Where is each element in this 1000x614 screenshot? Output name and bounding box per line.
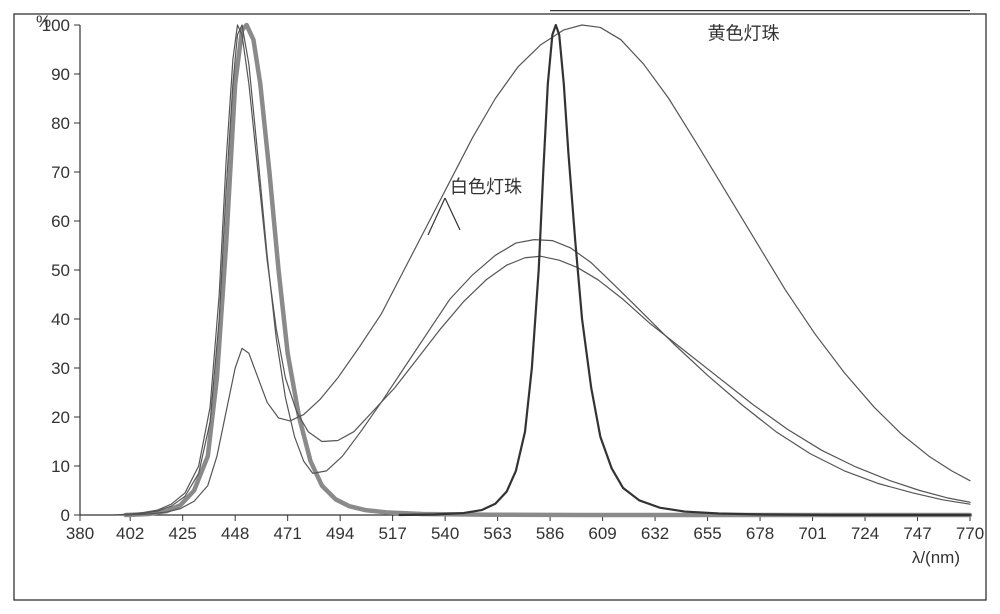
white-led-1-curve [114,25,970,515]
y-tick-label: 10 [51,457,70,476]
white-legend-label: 白色灯珠 [450,177,522,197]
x-tick-label: 655 [693,524,721,543]
yellow-led-curve [399,25,970,515]
spectrum-chart: 0102030405060708090100380402425448471494… [10,10,990,604]
x-tick-label: 540 [431,524,459,543]
white-legend-pointer-0 [428,198,445,235]
y-tick-label: 80 [51,114,70,133]
x-tick-label: 586 [536,524,564,543]
x-tick-label: 770 [956,524,984,543]
y-tick-label: 60 [51,212,70,231]
x-tick-label: 494 [326,524,354,543]
x-tick-label: 609 [588,524,616,543]
x-tick-label: 747 [903,524,931,543]
white-led-2-curve [114,25,970,515]
y-tick-label: 70 [51,163,70,182]
y-tick-label: 90 [51,65,70,84]
x-tick-label: 471 [273,524,301,543]
y-axis-label: % [36,12,51,31]
yellow-legend-label: 黄色灯珠 [708,24,780,44]
y-tick-label: 40 [51,310,70,329]
x-tick-label: 402 [116,524,144,543]
x-tick-label: 563 [483,524,511,543]
y-tick-label: 50 [51,261,70,280]
x-tick-label: 425 [169,524,197,543]
x-tick-label: 724 [851,524,879,543]
x-tick-label: 448 [221,524,249,543]
chart-svg: 0102030405060708090100380402425448471494… [10,10,990,604]
y-tick-label: 30 [51,359,70,378]
x-tick-label: 701 [798,524,826,543]
x-tick-label: 678 [746,524,774,543]
y-tick-label: 20 [51,408,70,427]
x-axis-label: λ/(nm) [912,548,960,567]
x-tick-label: 380 [66,524,94,543]
white-legend-pointer-1 [445,198,460,230]
x-tick-label: 632 [641,524,669,543]
y-tick-label: 0 [61,506,70,525]
x-tick-label: 517 [378,524,406,543]
